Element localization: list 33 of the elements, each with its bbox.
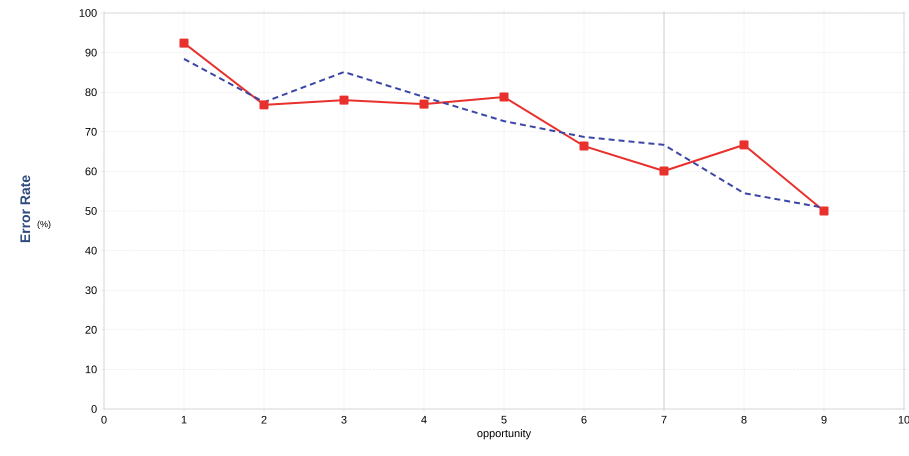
x-tick-label: 1 <box>182 416 187 424</box>
y-tick-label: 90 <box>85 48 97 56</box>
x-axis-title: opportunity <box>477 429 532 440</box>
point <box>500 92 509 102</box>
point <box>820 206 829 216</box>
y-tick-label: 0 <box>91 405 97 413</box>
y-tick-label: 70 <box>86 128 97 136</box>
point <box>580 142 589 151</box>
x-tick-label: 4 <box>421 416 427 424</box>
y-tick-label: 20 <box>86 326 97 334</box>
y-tick-label: 50 <box>85 207 97 215</box>
text: (%) <box>38 220 50 230</box>
x-tick-label: 9 <box>821 416 827 424</box>
point <box>180 38 188 48</box>
y-tick-label: 100 <box>80 9 97 17</box>
y-tick-label: 10 <box>86 366 97 374</box>
x-tick-label: 2 <box>262 416 266 424</box>
x-tick-label: 3 <box>341 416 347 424</box>
x-tick-label: 6 <box>582 416 587 424</box>
x-tick-label: 8 <box>741 416 747 424</box>
y-tick-label: 60 <box>86 168 97 176</box>
y-tick-label: 40 <box>85 246 97 254</box>
point <box>340 96 349 105</box>
point <box>420 100 429 109</box>
point <box>260 100 269 110</box>
x-tick-label: 7 <box>662 416 667 424</box>
point <box>660 166 669 176</box>
x-tick-label: 0 <box>101 416 107 424</box>
point <box>740 140 749 150</box>
y-tick-label: 80 <box>85 88 97 96</box>
y-axis-title: Error Rate <box>20 175 30 242</box>
y-tick-label: 30 <box>85 286 97 294</box>
x-tick-label: 5 <box>501 416 507 424</box>
